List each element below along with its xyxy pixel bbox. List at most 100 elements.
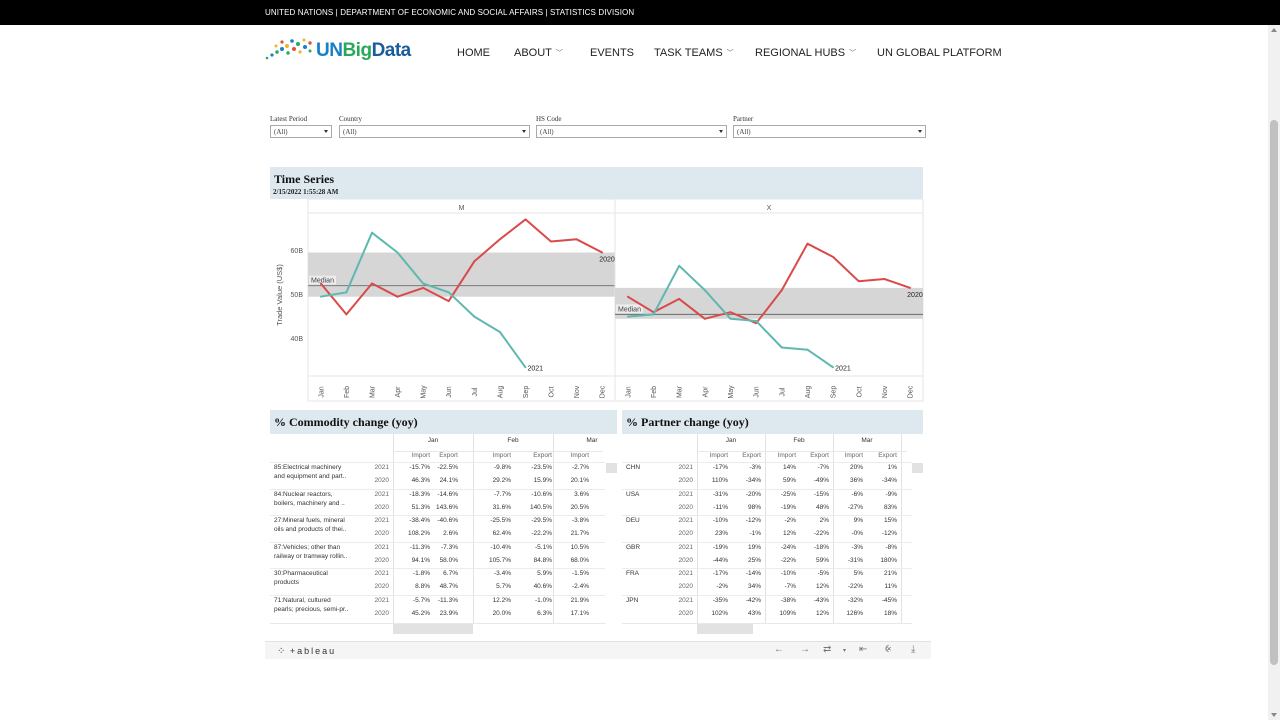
partner-header: % Partner change (yoy): [622, 410, 923, 434]
nav-events[interactable]: EVENTS: [590, 47, 635, 59]
data-point-2021: [319, 295, 322, 298]
commodity-name: and equipment and part..: [274, 473, 347, 480]
filter-hs-code[interactable]: (All): [536, 125, 727, 138]
commodity-value: 6.3%: [537, 610, 552, 617]
data-point-2020: [550, 240, 552, 243]
partner-value: -20%: [745, 490, 761, 498]
data-point-2020: [832, 256, 835, 258]
redo-icon[interactable]: →: [800, 644, 810, 655]
top-bar-text: UNITED NATIONS | DEPARTMENT OF ECONOMIC …: [265, 8, 635, 17]
commodity-value: 20.5%: [570, 503, 589, 511]
partner-value: -6%: [851, 490, 863, 498]
time-series-chart[interactable]: Trade Value (US$) 40B 50B 60B M Median 2020 202…: [270, 199, 924, 405]
first-page-icon[interactable]: ⇤: [859, 644, 868, 655]
nav-about[interactable]: ABOUT ﹀: [514, 47, 563, 59]
x-tick-label: Jun: [754, 386, 761, 397]
partner-value: -2%: [784, 517, 796, 525]
subheader-import: Import: [777, 452, 796, 459]
unbigdata-logo[interactable]: UNBigData: [264, 38, 414, 66]
partner-value: -22%: [847, 583, 863, 591]
nav-task-teams[interactable]: TASK TEAMS ﹀: [654, 47, 734, 59]
x-tick-label: Jul: [779, 387, 786, 396]
data-point-2021: [626, 315, 629, 318]
commodity-value: 21.7%: [570, 530, 589, 538]
x-tick-label: Jul: [472, 387, 479, 396]
x-tick-label: Aug: [805, 386, 812, 399]
commodity-value: -15.7%: [409, 464, 430, 471]
partner-value: -7%: [817, 464, 829, 471]
partner-value: -22%: [813, 530, 829, 538]
subheader-import: Import: [844, 452, 863, 459]
partner-value: -10%: [712, 517, 728, 525]
partner-value: -43%: [813, 597, 829, 604]
x-tick-label: Jan: [318, 386, 325, 397]
filter-latest-period[interactable]: (All): [270, 125, 332, 138]
partner-value: 83%: [883, 503, 897, 511]
undo-icon[interactable]: ←: [774, 644, 784, 655]
tableau-logo[interactable]: ⁘ +ableau: [277, 646, 337, 657]
partner-value: -0%: [851, 530, 863, 538]
commodity-name: railway or tramway rollin..: [274, 552, 348, 560]
median-label: Median: [618, 306, 641, 313]
scroll-down-arrow-icon[interactable]: [1271, 713, 1277, 717]
partner-value: -9%: [885, 490, 897, 498]
filter-partner[interactable]: (All): [733, 125, 926, 138]
commodity-header: % Commodity change (yoy): [270, 410, 617, 434]
partner-value: 12%: [815, 583, 829, 591]
x-tick-label: Oct: [856, 387, 863, 398]
x-tick-label: Jan: [625, 386, 632, 397]
partner-value: -31%: [847, 556, 863, 564]
partner-value: -34%: [745, 477, 761, 484]
dropdown-arrow-icon: [719, 130, 723, 133]
commodity-name: 27:Mineral fuels, mineral: [274, 517, 345, 525]
commodity-value: -2.7%: [572, 464, 589, 471]
series-end-label-2021: 2021: [835, 365, 851, 372]
row-separator: [622, 541, 912, 543]
partner-value: -3%: [851, 543, 863, 551]
subheader-import: Import: [492, 452, 511, 459]
subheader-export: Export: [810, 452, 829, 459]
top-bar: UNITED NATIONS | DEPARTMENT OF ECONOMIC …: [0, 0, 1280, 25]
data-point-2020: [575, 238, 578, 241]
row-separator: [622, 462, 912, 463]
page-scrollbar[interactable]: [1268, 25, 1280, 720]
nav-home[interactable]: HOME: [457, 47, 490, 59]
nav-un-global-platform[interactable]: UN GLOBAL PLATFORM: [877, 47, 1002, 59]
commodity-value: -1.5%: [572, 570, 589, 578]
data-point-2020: [909, 286, 912, 289]
column-divider: [553, 434, 554, 624]
partner-value: -34%: [881, 477, 897, 484]
commodity-value: -7.7%: [494, 490, 511, 498]
x-tick-label: Dec: [908, 385, 915, 398]
partner-value: -25%: [780, 490, 796, 498]
scroll-up-arrow-icon[interactable]: [1271, 28, 1277, 32]
chevron-down-icon[interactable]: ▾: [843, 648, 847, 654]
month-header: Jan: [427, 437, 439, 444]
partner-title: % Partner change (yoy): [626, 415, 749, 429]
subheader-export: Export: [439, 452, 458, 459]
partner-code: FRA: [626, 570, 639, 578]
filter-country[interactable]: (All): [339, 125, 530, 138]
partner-value: -35%: [712, 597, 728, 604]
x-tick-label: Feb: [344, 386, 351, 398]
row-separator: [270, 568, 605, 570]
year-label: 2020: [374, 610, 389, 617]
year-label: 2021: [678, 517, 693, 525]
revert-icon[interactable]: ⇄: [823, 644, 832, 655]
download-icon[interactable]: ⤓: [911, 644, 916, 655]
data-point-2020: [857, 280, 860, 283]
partner-table[interactable]: Jan Feb Mar Import Export Import Export Import E…: [622, 434, 923, 634]
year-label: 2020: [374, 477, 389, 484]
commodity-value: 8.8%: [415, 583, 430, 591]
partner-value: -19%: [712, 543, 728, 551]
data-point-2020: [422, 286, 425, 289]
share-icon[interactable]: ⨴: [885, 644, 892, 655]
scroll-thumb[interactable]: [1270, 120, 1278, 665]
partner-value: -10%: [780, 570, 796, 578]
year-label: 2020: [374, 556, 389, 564]
nav-regional-hubs[interactable]: REGIONAL HUBS ﹀: [755, 47, 857, 59]
partner-value: -5%: [817, 570, 829, 578]
filter-label-hs-code: HS Code: [536, 115, 562, 123]
partner-value: -8%: [885, 543, 897, 551]
commodity-table[interactable]: Jan Feb Mar Import Export Import Export Import 8…: [270, 434, 617, 634]
